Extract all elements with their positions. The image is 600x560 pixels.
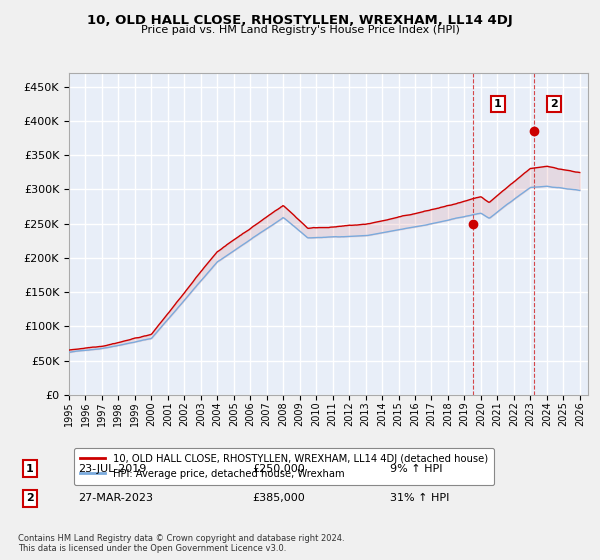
Text: 10, OLD HALL CLOSE, RHOSTYLLEN, WREXHAM, LL14 4DJ: 10, OLD HALL CLOSE, RHOSTYLLEN, WREXHAM,… bbox=[87, 14, 513, 27]
Text: 2: 2 bbox=[550, 99, 558, 109]
Text: 9% ↑ HPI: 9% ↑ HPI bbox=[390, 464, 443, 474]
Text: 27-MAR-2023: 27-MAR-2023 bbox=[78, 493, 153, 503]
Text: 23-JUL-2019: 23-JUL-2019 bbox=[78, 464, 146, 474]
Text: 31% ↑ HPI: 31% ↑ HPI bbox=[390, 493, 449, 503]
Text: 1: 1 bbox=[26, 464, 34, 474]
Text: £250,000: £250,000 bbox=[252, 464, 305, 474]
Text: 2: 2 bbox=[26, 493, 34, 503]
Legend: 10, OLD HALL CLOSE, RHOSTYLLEN, WREXHAM, LL14 4DJ (detached house), HPI: Average: 10, OLD HALL CLOSE, RHOSTYLLEN, WREXHAM,… bbox=[74, 448, 494, 485]
Text: £385,000: £385,000 bbox=[252, 493, 305, 503]
Text: 1: 1 bbox=[494, 99, 502, 109]
Text: Contains HM Land Registry data © Crown copyright and database right 2024.
This d: Contains HM Land Registry data © Crown c… bbox=[18, 534, 344, 553]
Text: Price paid vs. HM Land Registry's House Price Index (HPI): Price paid vs. HM Land Registry's House … bbox=[140, 25, 460, 35]
